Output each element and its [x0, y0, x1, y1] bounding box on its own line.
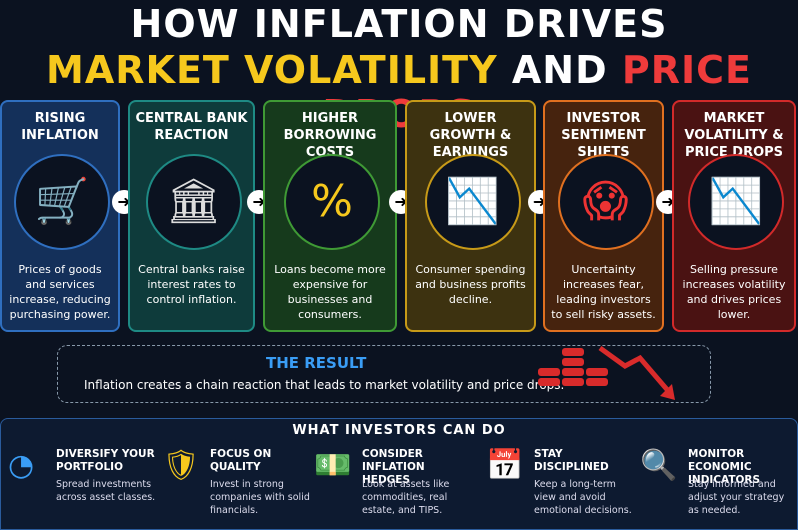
step-icon: 📉	[424, 154, 521, 250]
title-line1: HOW INFLATION DRIVES	[130, 2, 668, 46]
result-text: Inflation creates a chain reaction that …	[84, 378, 565, 392]
item-icon: ◔	[8, 448, 35, 483]
result-title: THE RESULT	[266, 354, 367, 372]
investors-title: WHAT INVESTORS CAN DO	[292, 423, 506, 438]
title-part: AND	[511, 48, 608, 92]
step-card: CENTRAL BANK REACTION 🏛 Central banks rais…	[128, 100, 255, 332]
item-title: FOCUS ON QUALITY	[210, 448, 272, 473]
step-icon: 📉	[688, 154, 784, 250]
step-icon: 🏛	[145, 154, 242, 250]
result-box: THE RESULT Inflation creates a chain rea…	[57, 345, 711, 403]
title-part: MARKET VOLATILITY	[46, 48, 498, 92]
result-icon	[538, 345, 675, 400]
investors-panel: WHAT INVESTORS CAN DO	[0, 418, 798, 530]
investor-item: 🛡 FOCUS ON QUALITY Invest in strong compan…	[162, 444, 312, 528]
step-title: RISING INFLATION	[21, 111, 99, 143]
step-description: Selling pressure increases volatility an…	[682, 263, 786, 321]
item-title: CONSIDER INFLATION HEDGES	[362, 448, 425, 486]
investor-item: ◔ DIVERSIFY YOUR PORTFOLIO Spread investme…	[8, 444, 158, 528]
item-text: Spread investments across asset classes.	[56, 479, 156, 503]
step-card: MARKET VOLATILITY & PRICE DROPS 📉 Selling …	[672, 100, 796, 332]
step-icon: 🛒	[14, 154, 110, 250]
item-icon: 🔍	[640, 448, 678, 483]
step-card: LOWER GROWTH & EARNINGS 📉 Consumer spendin…	[405, 100, 536, 332]
title-line2: MARKET VOLATILITY AND PRICE DROPS	[0, 48, 798, 136]
step-card: HIGHER BORROWING COSTS% Loans become more…	[263, 100, 397, 332]
step-title: MARKET VOLATILITY & PRICE DROPS	[684, 111, 784, 160]
investor-item: 💵 CONSIDER INFLATION HEDGES Look at assets…	[314, 444, 464, 528]
item-title: MONITOR ECONOMIC INDICATORS	[688, 448, 761, 486]
item-title: STAY DISCIPLINED	[534, 448, 609, 473]
step-description: Uncertainty increases fear, leading inve…	[551, 263, 656, 321]
item-text: Look at assets like commodities, real es…	[362, 479, 450, 516]
item-text: Stay informed and adjust your strategy a…	[688, 479, 785, 516]
item-icon: 🛡	[162, 448, 201, 483]
item-text: Keep a long-term view and avoid emotiona…	[534, 479, 632, 516]
investor-item: 🔍 MONITOR ECONOMIC INDICATORS Stay informe…	[640, 444, 790, 528]
step-icon: 😱	[557, 154, 654, 250]
step-description: Consumer spending and business profits d…	[415, 263, 526, 306]
step-description: Prices of goods and services increase, r…	[9, 263, 111, 321]
investor-item: 📅 STAY DISCIPLINED Keep a long-term view a…	[486, 444, 636, 528]
step-card: RISING INFLATION 🛒 Prices of goods and ser…	[0, 100, 120, 332]
step-description: Central banks raise interest rates to co…	[138, 263, 245, 306]
item-text: Invest in strong companies with solid fi…	[210, 479, 310, 516]
step-card: INVESTOR SENTIMENT SHIFTS 😱 Uncertainty in…	[543, 100, 664, 332]
item-icon: 💵	[314, 448, 352, 483]
step-description: Loans become more expensive for business…	[274, 263, 386, 321]
item-title: DIVERSIFY YOUR PORTFOLIO	[56, 448, 155, 473]
step-title: CENTRAL BANK REACTION	[135, 111, 248, 143]
item-icon: 📅	[486, 448, 524, 483]
step-icon: %	[284, 154, 380, 250]
